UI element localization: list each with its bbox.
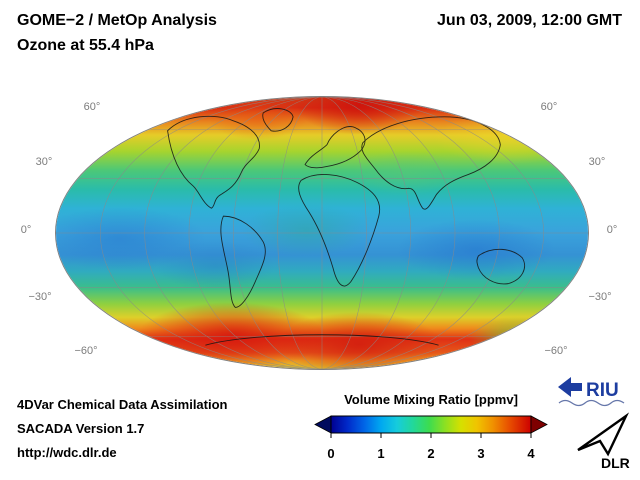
riu-arrow-icon xyxy=(558,377,582,397)
timestamp: Jun 03, 2009, 12:00 GMT xyxy=(437,12,622,29)
caption-url: http://wdc.dlr.de xyxy=(17,445,117,460)
figure-title: GOME−2 / MetOp Analysis xyxy=(17,12,217,29)
lat-label-right-m30: −30° xyxy=(588,291,612,303)
colorbar-tick-marks xyxy=(330,433,532,438)
lat-label-right-30: 30° xyxy=(588,156,606,168)
lat-label-left-m60: −60° xyxy=(74,345,98,357)
colorbar-tick-labels: 0 1 2 3 4 xyxy=(314,446,548,461)
caption-version: SACADA Version 1.7 xyxy=(17,421,145,436)
world-map xyxy=(55,96,589,370)
lat-label-right-60: 60° xyxy=(540,101,558,113)
colorbar-gradient-strip xyxy=(330,415,532,434)
colorbar-tick-1: 1 xyxy=(377,446,385,461)
colorbar: Volume Mixing Ratio [ppmv] xyxy=(314,392,548,461)
dlr-logo-text: DLR xyxy=(601,455,630,471)
map-overlay xyxy=(56,97,588,369)
riu-logo-text: RIU xyxy=(586,380,619,401)
colorbar-underflow-arrow xyxy=(314,415,332,434)
dlr-logo: DLR xyxy=(577,412,630,471)
colorbar-title: Volume Mixing Ratio [ppmv] xyxy=(344,392,518,407)
colorbar-tick-2: 2 xyxy=(427,446,435,461)
caption-assimilation: 4DVar Chemical Data Assimilation xyxy=(17,397,228,412)
colorbar-overflow-arrow xyxy=(530,415,548,434)
colorbar-tick-0: 0 xyxy=(327,446,335,461)
colorbar-tick-3: 3 xyxy=(477,446,485,461)
graticule xyxy=(56,97,588,369)
lat-label-left-0: 0° xyxy=(20,224,32,236)
riu-logo: RIU xyxy=(558,377,625,407)
coastlines xyxy=(167,108,525,346)
lat-label-right-m60: −60° xyxy=(544,345,568,357)
figure-subtitle: Ozone at 55.4 hPa xyxy=(17,37,154,54)
colorbar-tick-4: 4 xyxy=(527,446,535,461)
colorbar-scale xyxy=(314,415,548,438)
lat-label-left-30: 30° xyxy=(35,156,53,168)
riu-wave-icon xyxy=(558,399,625,407)
lat-label-left-m30: −30° xyxy=(28,291,52,303)
dlr-mark-icon xyxy=(577,412,630,457)
lat-label-left-60: 60° xyxy=(83,101,101,113)
lat-label-right-0: 0° xyxy=(606,224,618,236)
